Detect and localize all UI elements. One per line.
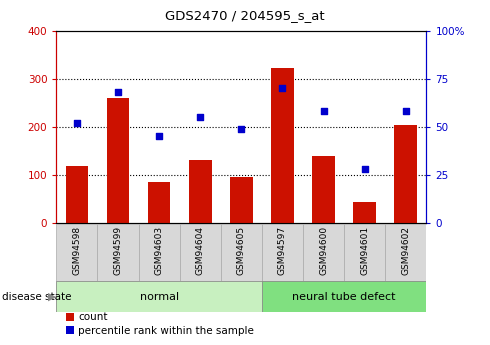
- Bar: [139, 224, 180, 281]
- Text: GSM94600: GSM94600: [319, 226, 328, 275]
- Bar: [385, 224, 426, 281]
- Point: [155, 134, 163, 139]
- Text: GSM94598: GSM94598: [73, 226, 81, 275]
- Point: [196, 115, 204, 120]
- Bar: [303, 224, 344, 281]
- Bar: [262, 281, 426, 312]
- Bar: [66, 166, 88, 223]
- Point: [278, 86, 286, 91]
- Point: [114, 90, 122, 95]
- Bar: [221, 224, 262, 281]
- Point: [73, 120, 81, 126]
- Bar: [98, 224, 139, 281]
- Bar: [56, 224, 98, 281]
- Text: GSM94599: GSM94599: [114, 226, 122, 275]
- Point: [238, 126, 245, 131]
- Legend: count, percentile rank within the sample: count, percentile rank within the sample: [62, 308, 258, 340]
- Bar: [148, 182, 171, 223]
- Bar: [344, 224, 385, 281]
- Bar: [180, 224, 221, 281]
- Text: GSM94603: GSM94603: [155, 226, 164, 275]
- Text: neural tube defect: neural tube defect: [293, 292, 396, 302]
- Bar: [107, 98, 129, 223]
- Text: GDS2470 / 204595_s_at: GDS2470 / 204595_s_at: [165, 9, 325, 22]
- Point: [402, 109, 410, 114]
- Text: GSM94604: GSM94604: [196, 226, 205, 275]
- Text: ▶: ▶: [48, 292, 56, 302]
- Bar: [262, 224, 303, 281]
- Text: GSM94602: GSM94602: [401, 226, 410, 275]
- Bar: [56, 281, 262, 312]
- Text: GSM94597: GSM94597: [278, 226, 287, 275]
- Text: disease state: disease state: [2, 292, 72, 302]
- Bar: [353, 203, 376, 223]
- Bar: [394, 125, 417, 223]
- Bar: [189, 160, 212, 223]
- Text: normal: normal: [140, 292, 179, 302]
- Bar: [271, 68, 294, 223]
- Point: [319, 109, 327, 114]
- Text: GSM94601: GSM94601: [360, 226, 369, 275]
- Bar: [312, 157, 335, 223]
- Text: GSM94605: GSM94605: [237, 226, 246, 275]
- Bar: [230, 177, 253, 223]
- Point: [361, 166, 368, 172]
